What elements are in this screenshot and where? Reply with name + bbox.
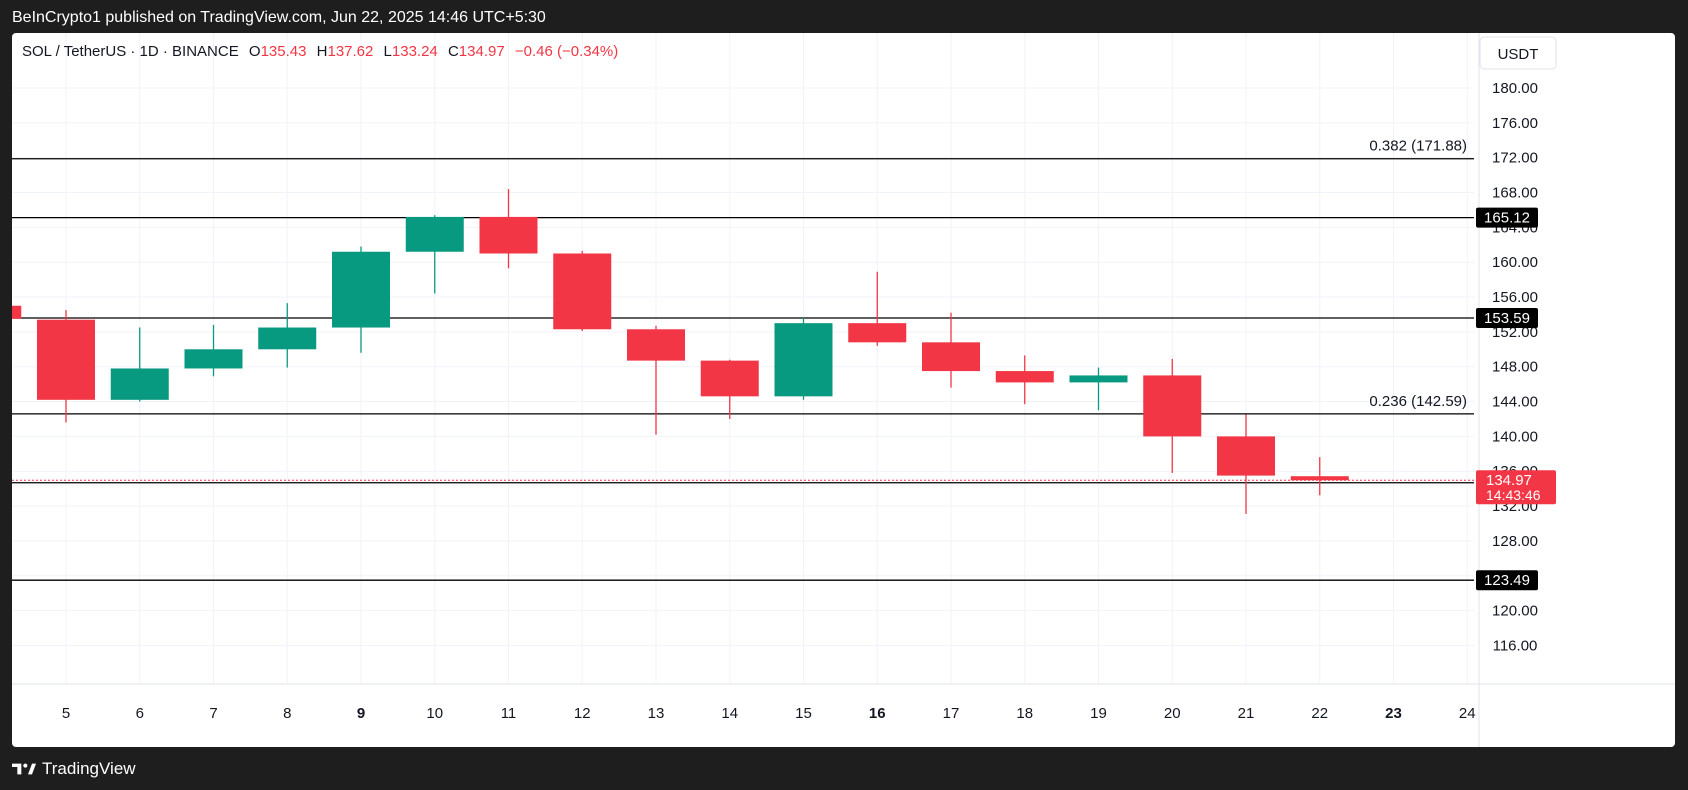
high-label: H: [316, 43, 328, 60]
tradingview-logo-icon: [12, 763, 36, 775]
x-tick-label: 8: [283, 705, 291, 722]
level-price-label: 123.49: [1484, 572, 1530, 589]
y-tick-label: 128.00: [1492, 533, 1538, 550]
candle-body[interactable]: [700, 360, 759, 397]
level-price-tag: [1476, 207, 1538, 228]
candle-body[interactable]: [553, 253, 612, 330]
candle-body[interactable]: [479, 216, 538, 254]
candle-body[interactable]: [12, 305, 22, 319]
close-value: 134.97: [458, 43, 505, 60]
candle-countdown-label: 14:43:46: [1486, 487, 1541, 503]
x-tick-label: 5: [62, 705, 70, 722]
candle-body[interactable]: [258, 327, 317, 350]
footer-brand[interactable]: TradingView: [12, 752, 136, 786]
candle-body[interactable]: [184, 349, 243, 369]
x-tick-label: 7: [209, 705, 217, 722]
x-tick-label: 17: [943, 705, 960, 722]
y-tick-label: 140.00: [1492, 428, 1538, 445]
fib-level-label: 0.236 (142.59): [1369, 393, 1467, 410]
y-tick-label: 160.00: [1492, 254, 1538, 271]
candle-body[interactable]: [848, 323, 907, 343]
x-tick-label: 18: [1016, 705, 1033, 722]
x-tick-label: 21: [1238, 705, 1255, 722]
y-tick-label: 116.00: [1493, 637, 1538, 654]
x-tick-label: 23: [1385, 705, 1402, 722]
x-tick-label: 11: [501, 705, 517, 722]
level-price-label: 153.59: [1484, 310, 1530, 327]
x-tick-label: 14: [721, 705, 738, 722]
candle-body[interactable]: [1069, 375, 1128, 383]
chart-panel[interactable]: USDT116.00120.00124.00128.00132.00136.00…: [12, 33, 1675, 747]
x-tick-label: 12: [574, 705, 591, 722]
current-price-label: 134.97: [1486, 472, 1532, 489]
price-chart[interactable]: USDT116.00120.00124.00128.00132.00136.00…: [12, 33, 1675, 747]
candle-body[interactable]: [1143, 375, 1202, 437]
level-price-label: 165.12: [1484, 210, 1530, 227]
low-value: 133.24: [391, 43, 438, 60]
fib-level-label: 0.382 (171.88): [1369, 138, 1467, 155]
open-label: O: [248, 43, 261, 60]
candle-body[interactable]: [774, 323, 833, 397]
x-tick-label: 20: [1164, 705, 1181, 722]
x-tick-label: 24: [1459, 705, 1476, 722]
y-tick-label: 180.00: [1492, 80, 1538, 97]
y-tick-label: 176.00: [1492, 115, 1538, 132]
y-tick-label: 144.00: [1492, 394, 1538, 411]
change-value: −0.46 (−0.34%): [514, 43, 619, 60]
current-price-tag: [1476, 470, 1556, 505]
candle-body[interactable]: [627, 329, 685, 361]
close-label: C: [447, 43, 459, 60]
candle-body[interactable]: [110, 368, 169, 400]
publisher-text: BeInCrypto1 published on TradingView.com…: [12, 9, 546, 26]
ohlc-legend: SOL / TetherUS · 1D · BINANCE O135.43 H1…: [22, 43, 618, 60]
candle-body[interactable]: [332, 251, 390, 328]
y-tick-label: 172.00: [1492, 150, 1538, 167]
publisher-bar: BeInCrypto1 published on TradingView.com…: [0, 0, 1688, 33]
brand-name: TradingView: [42, 759, 136, 778]
y-tick-label: 152.00: [1492, 324, 1538, 341]
open-value: 135.43: [260, 43, 307, 60]
symbol-label[interactable]: SOL / TetherUS · 1D · BINANCE: [22, 43, 239, 60]
candle-body[interactable]: [405, 216, 464, 252]
level-price-tag: [1476, 570, 1538, 591]
candle-body[interactable]: [1217, 436, 1275, 476]
x-tick-label: 6: [136, 705, 144, 722]
x-tick-label: 15: [795, 705, 812, 722]
y-tick-label: 168.00: [1492, 185, 1538, 202]
x-tick-label: 16: [869, 705, 886, 722]
x-tick-label: 9: [357, 705, 365, 722]
candle-body[interactable]: [995, 371, 1054, 383]
currency-box[interactable]: [1479, 36, 1557, 70]
y-tick-label: 120.00: [1492, 603, 1538, 620]
x-tick-label: 10: [426, 705, 443, 722]
y-tick-label: 156.00: [1492, 289, 1538, 306]
high-value: 137.62: [327, 43, 374, 60]
x-tick-label: 22: [1311, 705, 1328, 722]
candle-body[interactable]: [922, 342, 980, 372]
currency-label: USDT: [1498, 46, 1539, 63]
candle-body[interactable]: [1290, 476, 1349, 481]
candle-body[interactable]: [37, 319, 95, 400]
x-tick-label: 19: [1090, 705, 1107, 722]
y-tick-label: 148.00: [1492, 359, 1538, 376]
x-tick-label: 13: [648, 705, 665, 722]
low-label: L: [383, 43, 392, 60]
level-price-tag: [1476, 308, 1538, 329]
